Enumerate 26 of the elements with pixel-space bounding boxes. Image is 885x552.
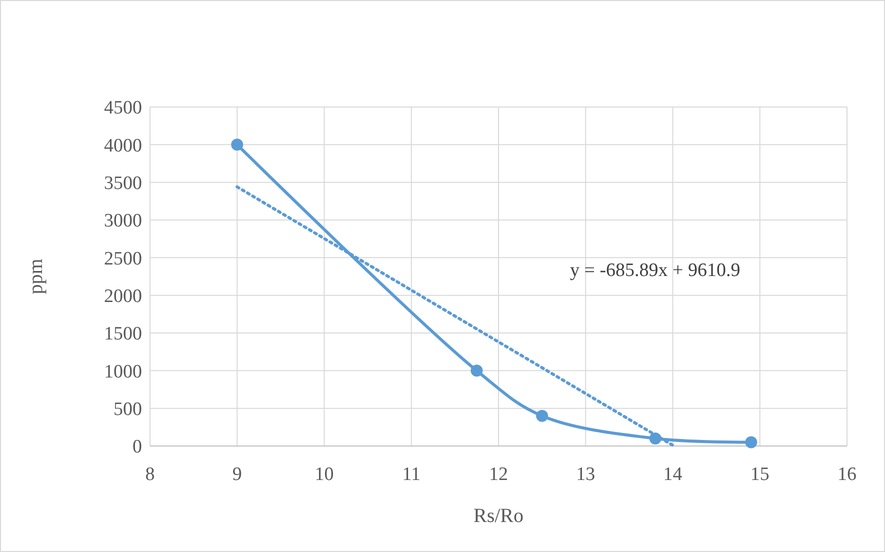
x-tick-label: 16 bbox=[838, 464, 856, 485]
x-tick-label: 8 bbox=[145, 464, 155, 485]
x-tick-label: 14 bbox=[663, 464, 683, 485]
point bbox=[745, 436, 758, 448]
x-tick-label: 12 bbox=[489, 464, 508, 485]
x-axis-title: Rs/Ro bbox=[473, 505, 524, 527]
y-tick-label: 1000 bbox=[104, 361, 142, 382]
y-tick-label: 1500 bbox=[104, 324, 142, 345]
annotation: y = -685.89x + 9610.9 bbox=[570, 260, 740, 281]
y-tick-label: 2000 bbox=[104, 286, 142, 307]
x-tick-label: 9 bbox=[232, 464, 242, 485]
x-tick-label: 13 bbox=[576, 464, 596, 485]
y-tick-label: 500 bbox=[114, 398, 142, 420]
point bbox=[536, 410, 548, 422]
x-tick-label: 15 bbox=[750, 464, 770, 485]
x-tick-label: 11 bbox=[402, 464, 421, 485]
point bbox=[470, 364, 483, 377]
point bbox=[231, 138, 244, 151]
y-tick-label: 3000 bbox=[104, 210, 142, 232]
y-tick-label: 4500 bbox=[104, 98, 142, 119]
y-tick-label: 0 bbox=[132, 436, 142, 458]
x-tick-label: 10 bbox=[314, 464, 334, 485]
y-tick-label: 3500 bbox=[104, 172, 142, 194]
y-tick-label: 4000 bbox=[104, 135, 142, 156]
y-axis-title: ppm bbox=[25, 258, 47, 294]
y-tick-label: 2500 bbox=[104, 248, 142, 270]
